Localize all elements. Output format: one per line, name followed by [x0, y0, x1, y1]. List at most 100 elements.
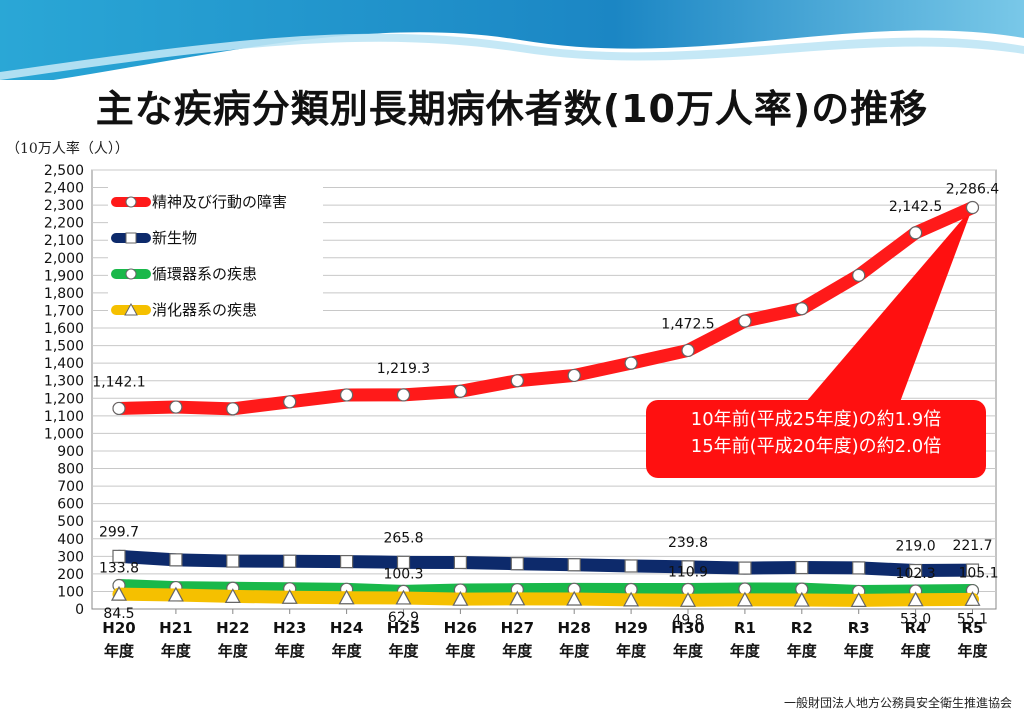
data-label: 1,142.1 [92, 374, 145, 390]
y-tick-label: 2,500 [44, 163, 84, 179]
legend-label: 精神及び行動の障害 [152, 193, 287, 211]
x-tick-label-sub: 年度 [388, 642, 419, 660]
data-point [738, 314, 752, 328]
x-tick-label-sub: 年度 [730, 642, 761, 660]
data-point [453, 384, 467, 398]
data-point [340, 388, 354, 402]
callout-line-1: 10年前(平成25年度)の約1.9倍 [690, 409, 942, 430]
y-tick-label: 1,000 [44, 426, 84, 442]
x-tick-label-sub: 年度 [502, 642, 533, 660]
x-tick-label: H24 [330, 619, 363, 637]
x-tick-label: H23 [273, 619, 306, 637]
y-tick-label: 200 [57, 567, 84, 583]
y-tick-label: 700 [57, 479, 84, 495]
data-label: 221.7 [952, 538, 992, 554]
callout-pointer [806, 207, 973, 402]
x-tick-label-sub: 年度 [445, 642, 476, 660]
legend-label: 消化器系の疾患 [152, 301, 257, 319]
data-label: 133.8 [99, 561, 139, 577]
x-tick-label: R1 [734, 619, 756, 637]
x-tick-label-sub: 年度 [787, 642, 818, 660]
y-tick-label: 2,100 [44, 233, 84, 249]
x-tick-label-sub: 年度 [161, 642, 192, 660]
data-label: 84.5 [103, 606, 134, 622]
data-label: 299.7 [99, 524, 139, 540]
y-tick-label: 1,600 [44, 321, 84, 337]
y-tick-label: 2,200 [44, 216, 84, 232]
x-tick-label-sub: 年度 [673, 642, 704, 660]
data-point [167, 586, 184, 602]
series-line-0 [112, 201, 979, 416]
data-point [738, 561, 752, 575]
data-point [566, 590, 583, 606]
data-point [624, 559, 638, 573]
x-tick-label: R2 [791, 619, 813, 637]
y-tick-label: 1,300 [44, 374, 84, 390]
x-tick-label: R3 [848, 619, 870, 637]
callout-box [646, 207, 986, 478]
data-point [340, 554, 354, 569]
data-point [624, 356, 638, 370]
data-point [908, 563, 923, 578]
legend-marker [125, 196, 137, 208]
y-tick-label: 400 [57, 532, 84, 548]
data-label: 105.1 [958, 566, 998, 582]
y-tick-label: 1,400 [44, 356, 84, 372]
data-point [169, 553, 183, 567]
y-tick-label: 800 [57, 462, 84, 478]
data-point [110, 585, 128, 601]
legend-marker [125, 232, 137, 244]
series-lines [110, 200, 981, 607]
data-point [226, 402, 240, 416]
x-tick-label-sub: 年度 [218, 642, 249, 660]
y-tick-label: 600 [57, 497, 84, 513]
data-label: 110.9 [668, 565, 708, 581]
legend-marker [125, 268, 137, 280]
data-point [224, 588, 241, 603]
data-point [169, 400, 183, 414]
y-tick-label: 1,200 [44, 391, 84, 407]
y-tick-label: 1,800 [44, 286, 84, 302]
callout-text: 10年前(平成25年度)の約1.9倍 15年前(平成20年度)の約2.0倍 [648, 406, 984, 460]
data-point [510, 557, 524, 571]
data-point [965, 563, 980, 577]
data-point [281, 588, 298, 604]
series-line-3 [112, 587, 979, 607]
x-tick-label: H22 [216, 619, 249, 637]
legend-label: 新生物 [152, 229, 197, 247]
data-point [112, 549, 126, 563]
data-point [679, 591, 697, 607]
x-tick-label: H27 [501, 619, 534, 637]
data-label: 102.3 [896, 566, 936, 582]
data-point [964, 591, 981, 606]
y-tick-label: 2,300 [44, 198, 84, 214]
data-point [395, 589, 412, 605]
data-point [795, 560, 809, 575]
data-point [736, 591, 753, 607]
data-point [452, 590, 469, 606]
data-point [226, 554, 240, 568]
x-tick-label-sub: 年度 [901, 642, 932, 660]
x-tick-label: H25 [387, 619, 420, 637]
data-point [681, 560, 695, 574]
data-point [852, 268, 866, 282]
y-tick-label: 1,700 [44, 303, 84, 319]
data-label: 62.9 [388, 610, 419, 626]
x-tick-label: H26 [444, 619, 477, 637]
x-axis-ticks: H20 年度 H21 年度 H22 年度 H23 年度 H24 年度 H25 年度 H26 年度 H27 年度… [102, 609, 988, 660]
callout-box-shape [646, 400, 986, 478]
data-point [907, 591, 924, 607]
data-point [567, 558, 581, 572]
series-line-1 [112, 549, 979, 578]
data-point [283, 395, 297, 409]
x-tick-label-sub: 年度 [844, 642, 875, 660]
x-tick-label: R5 [962, 619, 984, 637]
x-tick-label-sub: 年度 [104, 642, 135, 660]
y-tick-label: 0 [75, 602, 84, 618]
legend-marker [124, 302, 138, 316]
x-tick-label-sub: 年度 [616, 642, 647, 660]
y-tick-label: 900 [57, 444, 84, 460]
data-point [681, 343, 695, 358]
